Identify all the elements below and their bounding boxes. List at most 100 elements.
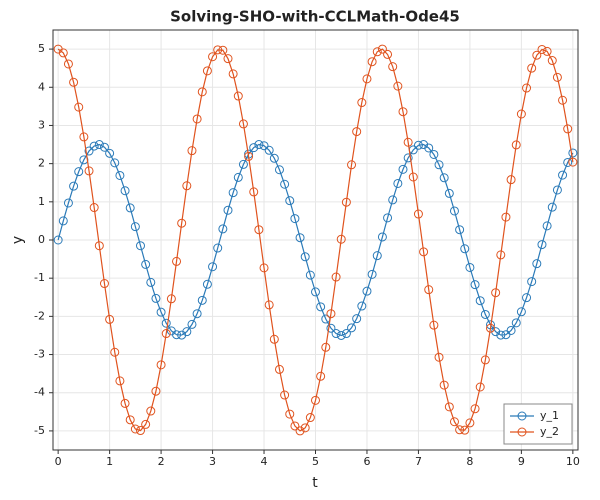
marker — [290, 214, 300, 224]
marker — [532, 259, 542, 269]
marker — [506, 175, 516, 185]
marker — [285, 409, 295, 419]
marker — [223, 54, 233, 64]
x-tick-label: 9 — [518, 455, 525, 468]
marker — [244, 151, 254, 161]
marker — [187, 319, 197, 329]
marker — [125, 415, 135, 425]
marker — [316, 302, 326, 312]
y-tick-label: 1 — [38, 195, 45, 208]
marker — [300, 423, 310, 433]
y-tick-label: 4 — [38, 80, 45, 93]
marker — [357, 301, 367, 311]
marker — [475, 296, 485, 306]
marker — [470, 280, 480, 290]
marker — [285, 196, 295, 206]
marker — [74, 167, 84, 177]
marker — [424, 143, 434, 153]
marker — [280, 390, 290, 400]
marker — [465, 262, 475, 272]
marker — [177, 218, 187, 228]
marker — [141, 259, 151, 269]
marker — [486, 323, 495, 333]
marker — [516, 109, 526, 119]
marker — [110, 158, 120, 168]
marker — [444, 188, 454, 198]
marker — [362, 286, 372, 296]
x-tick-label: 1 — [106, 455, 113, 468]
marker — [197, 295, 207, 305]
marker — [89, 203, 99, 213]
marker — [377, 44, 387, 54]
marker — [413, 209, 423, 219]
marker — [63, 59, 73, 69]
marker — [377, 232, 387, 242]
marker — [84, 146, 94, 156]
marker — [166, 294, 176, 304]
marker — [568, 148, 578, 158]
marker — [460, 244, 470, 254]
marker — [439, 380, 449, 390]
marker — [331, 272, 341, 282]
marker — [115, 170, 125, 180]
marker — [326, 309, 336, 319]
marker — [522, 293, 532, 303]
marker — [511, 318, 521, 328]
marker — [130, 222, 140, 232]
marker — [69, 181, 79, 191]
y-tick-label: 2 — [38, 157, 45, 170]
marker — [537, 44, 547, 54]
marker — [290, 421, 300, 431]
marker — [321, 342, 331, 352]
marker — [558, 95, 568, 105]
marker — [403, 137, 413, 147]
marker — [424, 285, 434, 295]
marker — [228, 69, 238, 79]
marker — [449, 417, 459, 427]
marker — [449, 206, 459, 216]
marker — [352, 127, 362, 137]
legend-label: y_1 — [540, 409, 559, 422]
marker — [537, 240, 547, 250]
marker — [516, 307, 526, 317]
marker — [172, 330, 182, 340]
marker — [558, 170, 568, 180]
marker — [408, 172, 418, 182]
marker — [305, 270, 315, 280]
marker — [99, 142, 109, 152]
marker — [429, 149, 439, 159]
marker — [388, 195, 398, 205]
x-tick-label: 7 — [415, 455, 422, 468]
marker — [367, 57, 377, 67]
marker — [213, 45, 223, 55]
marker — [264, 300, 274, 310]
marker — [213, 243, 223, 253]
marker — [141, 419, 151, 429]
marker — [331, 329, 341, 339]
marker — [341, 329, 351, 339]
marker — [305, 413, 315, 423]
marker — [94, 241, 104, 251]
marker — [202, 66, 212, 76]
y-tick-label: -2 — [34, 309, 45, 322]
marker — [295, 233, 305, 243]
marker — [336, 330, 346, 340]
marker — [182, 327, 192, 337]
marker — [79, 132, 89, 142]
marker — [563, 157, 573, 167]
marker — [136, 241, 145, 251]
marker — [249, 187, 259, 197]
marker — [254, 225, 264, 235]
marker — [542, 221, 552, 231]
marker — [151, 386, 161, 396]
marker — [187, 146, 197, 156]
series-line — [57, 48, 574, 432]
marker — [233, 91, 243, 101]
marker — [311, 395, 320, 405]
marker — [398, 107, 408, 117]
marker — [208, 52, 218, 62]
marker — [136, 426, 145, 436]
legend-box — [503, 403, 573, 445]
marker — [74, 102, 84, 112]
